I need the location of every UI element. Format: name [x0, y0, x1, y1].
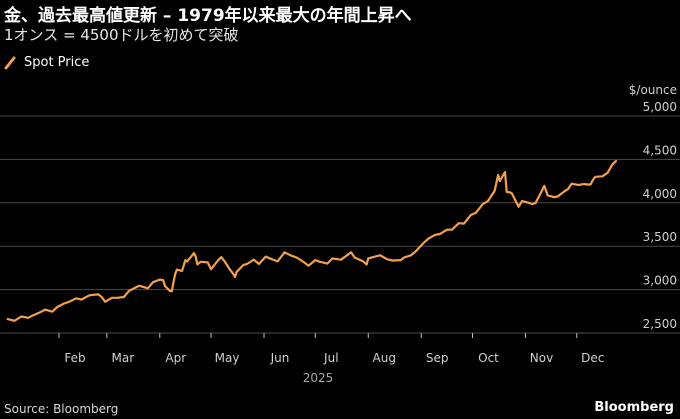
x-axis-ticks: Feb Mar Apr May Jun Jul Aug Sep Oct Nov Dec	[58, 333, 604, 365]
x-tick-label: Nov	[530, 351, 553, 365]
x-tick-label: Sep	[426, 351, 449, 365]
x-tick-label: Dec	[581, 351, 604, 365]
brand-logo: Bloomberg	[594, 400, 674, 415]
y-tick-label: 2,500	[643, 317, 677, 331]
series-line-spot-price	[6, 160, 618, 322]
x-tick-label: Jul	[323, 351, 338, 365]
legend: Spot Price	[4, 55, 89, 70]
y-tick-label: 3,000	[643, 274, 677, 288]
y-tick-label: 5,000	[643, 100, 677, 114]
legend-swatch-icon	[4, 56, 16, 69]
source-note: Source: Bloomberg	[4, 402, 119, 416]
gridlines	[0, 115, 680, 334]
y-axis-ticks: 2,500 3,000 3,500 4,000 4,500 5,000	[643, 100, 677, 331]
x-tick-label: May	[215, 351, 240, 365]
x-tick-label: Oct	[478, 351, 499, 365]
y-tick-label: 4,000	[643, 187, 677, 201]
x-tick-label: Feb	[64, 351, 85, 365]
legend-label: Spot Price	[24, 55, 90, 70]
chart-title: 金、過去最高値更新 – 1979年以来最大の年間上昇へ	[4, 6, 412, 26]
y-tick-label: 4,500	[643, 143, 677, 157]
y-tick-label: 3,500	[643, 230, 677, 244]
x-axis-year-label: 2025	[303, 371, 334, 385]
x-tick-label: Aug	[373, 351, 396, 365]
chart-subtitle: 1オンス = 4500ドルを初めて突破	[4, 26, 239, 44]
y-axis-unit-label: $/ounce	[629, 83, 677, 97]
x-tick-label: Jun	[270, 351, 290, 365]
x-tick-label: Apr	[165, 351, 186, 365]
x-tick-label: Mar	[111, 351, 134, 365]
